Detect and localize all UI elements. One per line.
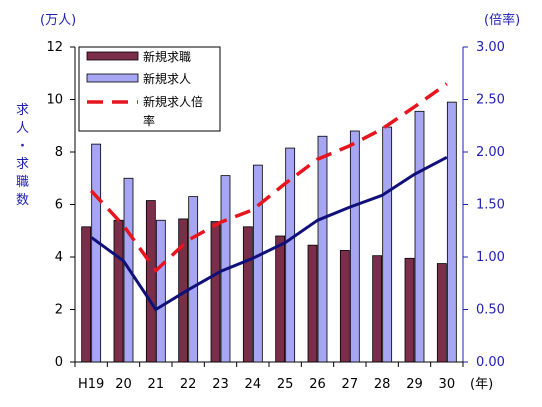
right-tick-label: 0.00 [476, 355, 505, 370]
left-tick-label: 0 [55, 355, 63, 370]
left-axis: 0 2 4 6 8 10 12 [46, 40, 76, 370]
legend-swatch-0 [86, 51, 139, 61]
bar-jobseekers [210, 221, 221, 363]
bar-jobseekers [145, 200, 156, 363]
left-axis-title-char: 数 [16, 193, 29, 208]
bar-jobseekers [339, 250, 350, 363]
bar-jobseekers [81, 226, 92, 363]
legend-label-1: 新規求人 [143, 71, 191, 86]
x-tick-label: 25 [277, 377, 294, 392]
bar-jobseekers [275, 235, 286, 363]
bar-jobseekers [372, 255, 383, 363]
bar-openings [252, 164, 263, 363]
left-axis-title-char: 職 [16, 175, 29, 190]
right-tick-label: 0.50 [476, 303, 505, 318]
bar-openings [317, 135, 328, 363]
bar-openings [188, 196, 199, 363]
right-axis: 0.00 0.50 1.00 1.50 2.00 2.50 3.00 [462, 40, 505, 370]
bar-jobseekers [307, 244, 318, 363]
bar-jobseekers [436, 263, 447, 363]
x-tick-label: 29 [406, 377, 423, 392]
trend-line [90, 155, 448, 311]
left-tick-label: 6 [55, 198, 63, 213]
left-tick-label: 12 [46, 40, 63, 55]
bars [81, 101, 457, 363]
x-axis-unit-label: (年) [470, 377, 493, 392]
legend-box [78, 46, 221, 132]
right-tick-label: 1.00 [476, 250, 505, 265]
left-axis-title: 求人・求職数 [16, 103, 29, 208]
bar-jobseekers [113, 219, 124, 363]
left-axis-unit-label: (万人) [40, 13, 76, 28]
x-axis: H19 20 21 22 23 24 25 26 27 28 29 30 [74, 361, 464, 392]
x-tick-label: 24 [245, 377, 262, 392]
left-axis-title-char: ・ [16, 139, 29, 154]
left-tick-label: 8 [55, 145, 63, 160]
x-tick-label: 21 [148, 377, 165, 392]
right-tick-label: 2.50 [476, 93, 505, 108]
bar-openings [91, 143, 102, 363]
ratio-dashed-line [89, 82, 448, 273]
x-tick-label: 26 [309, 377, 326, 392]
legend-label-2-line-1: 率 [143, 113, 155, 128]
bar-openings [382, 126, 393, 363]
right-axis-unit-label: (倍率) [484, 12, 520, 28]
left-tick-label: 2 [55, 303, 63, 318]
x-tick-label: H19 [78, 377, 104, 392]
x-tick-label: 23 [212, 377, 229, 392]
legend-label-0: 新規求職 [143, 49, 191, 64]
bar-openings [155, 219, 166, 363]
bar-openings [414, 110, 425, 363]
right-tick-label: 3.00 [476, 40, 505, 55]
left-axis-title-char: 求 [16, 157, 29, 172]
x-tick-label: 20 [115, 377, 132, 392]
x-tick-label: 28 [374, 377, 391, 392]
x-tick-label: 22 [180, 377, 197, 392]
left-tick-label: 4 [55, 250, 63, 265]
bar-jobseekers [404, 257, 415, 363]
x-tick-label: 27 [342, 377, 359, 392]
legend-swatch-1 [86, 73, 139, 83]
right-tick-label: 1.50 [476, 198, 505, 213]
left-axis-title-char: 人 [16, 121, 29, 136]
left-axis-title-char: 求 [16, 103, 29, 118]
left-tick-label: 10 [46, 93, 63, 108]
right-tick-label: 2.00 [476, 145, 505, 160]
legend-label-2-line-0: 新規求人倍 [143, 94, 203, 109]
bar-jobseekers [242, 226, 253, 363]
bar-openings [285, 147, 296, 363]
bar-openings [349, 130, 360, 363]
bar-openings [446, 101, 457, 363]
lines [89, 82, 448, 311]
x-tick-label: 30 [439, 377, 456, 392]
